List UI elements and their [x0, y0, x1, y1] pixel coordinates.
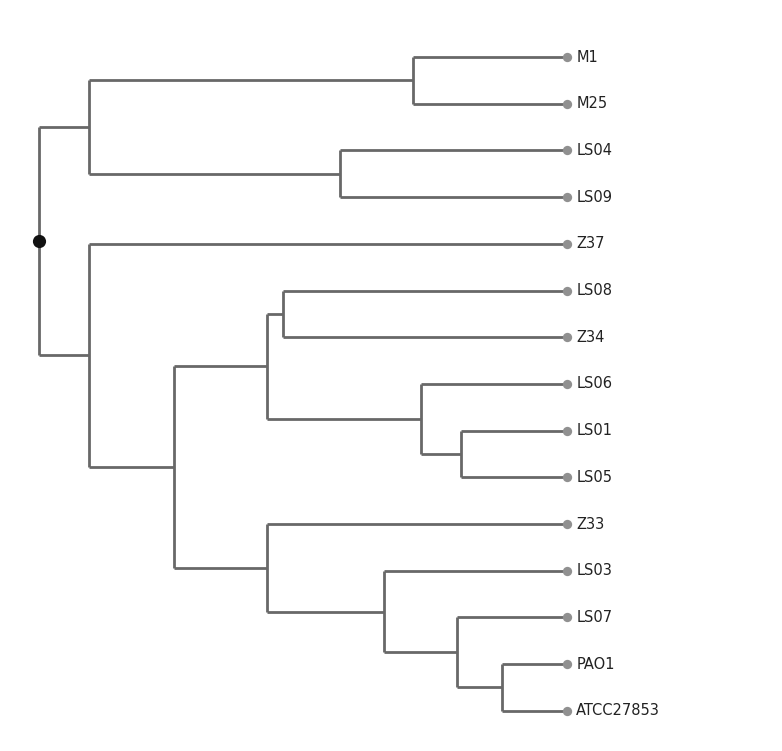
Point: [561, 565, 573, 577]
Point: [561, 518, 573, 530]
Point: [561, 51, 573, 63]
Point: [561, 191, 573, 203]
Point: [561, 472, 573, 484]
Text: Z34: Z34: [576, 330, 604, 345]
Text: M1: M1: [576, 50, 598, 65]
Point: [561, 144, 573, 156]
Text: LS04: LS04: [576, 143, 612, 158]
Point: [561, 98, 573, 110]
Text: LS08: LS08: [576, 283, 612, 298]
Point: [561, 704, 573, 716]
Text: M25: M25: [576, 96, 608, 111]
Text: Z37: Z37: [576, 237, 605, 252]
Text: LS03: LS03: [576, 563, 612, 578]
Text: ATCC27853: ATCC27853: [576, 703, 660, 718]
Text: LS01: LS01: [576, 423, 612, 438]
Text: Z33: Z33: [576, 517, 604, 532]
Point: [561, 658, 573, 670]
Text: LS06: LS06: [576, 376, 612, 391]
Point: [32, 235, 45, 247]
Text: LS05: LS05: [576, 470, 612, 485]
Text: LS09: LS09: [576, 190, 612, 204]
Point: [561, 378, 573, 390]
Point: [561, 331, 573, 343]
Text: PAO1: PAO1: [576, 656, 615, 671]
Text: LS07: LS07: [576, 610, 612, 625]
Point: [561, 238, 573, 250]
Point: [561, 424, 573, 436]
Point: [561, 611, 573, 623]
Point: [561, 285, 573, 297]
